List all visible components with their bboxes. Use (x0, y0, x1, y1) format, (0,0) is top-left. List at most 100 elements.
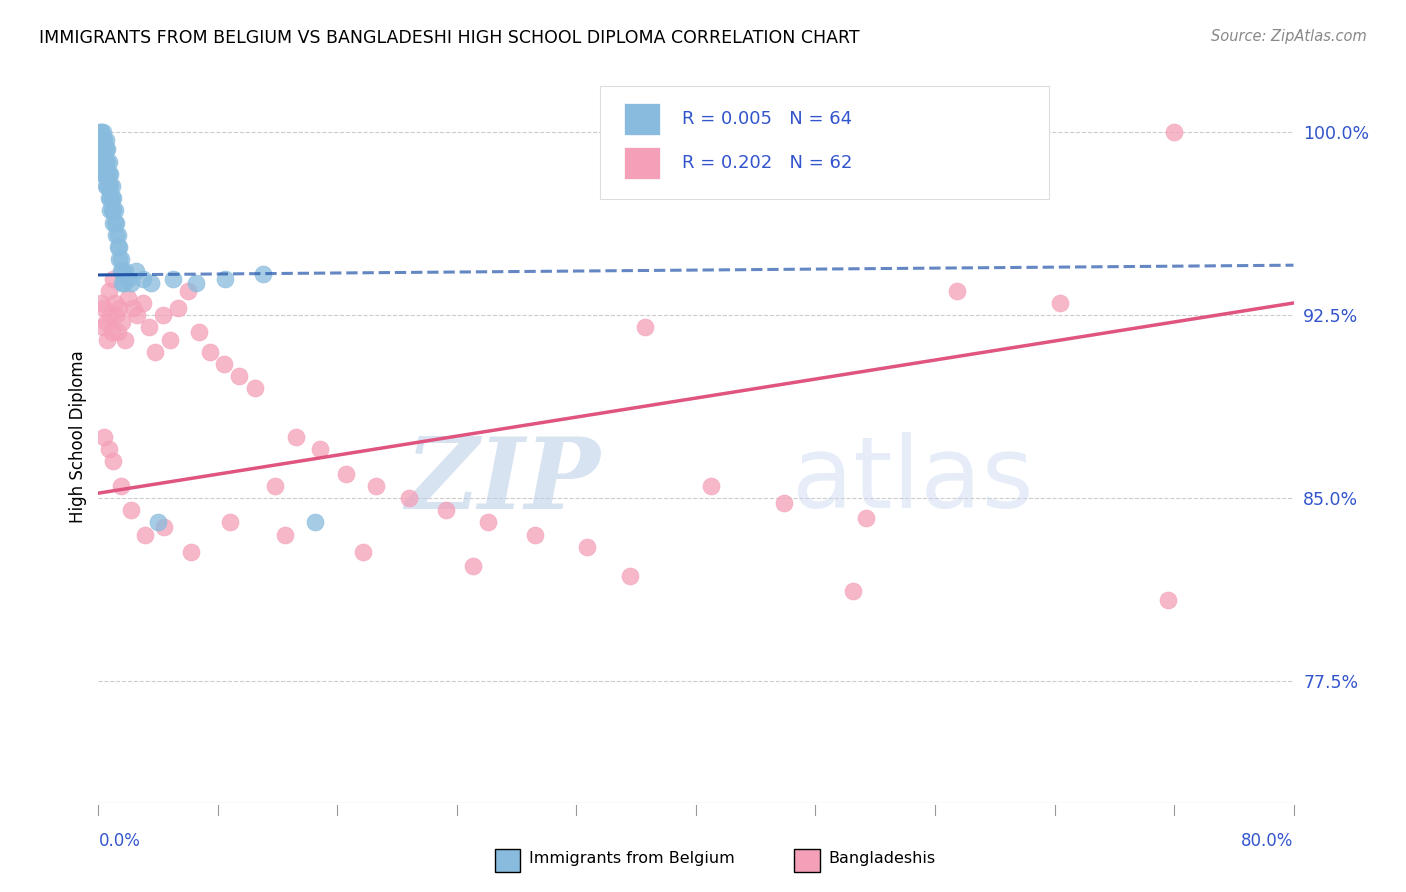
Point (94, 133, 117, 147)
Point (97, 191, 120, 205)
Point (94, 167, 117, 181)
Point (304, 516, 326, 530)
FancyBboxPatch shape (624, 103, 661, 135)
Point (101, 178, 124, 193)
Point (700, 479, 723, 493)
Point (94, 142, 117, 156)
Point (398, 491, 420, 505)
Point (91, 320, 114, 334)
Point (104, 296, 127, 310)
Point (96, 167, 118, 181)
Point (104, 215, 127, 229)
Point (132, 271, 155, 285)
Point (101, 325, 124, 339)
Point (91, 167, 114, 181)
Point (91, 133, 114, 147)
Point (93, 142, 115, 156)
Text: Bangladeshis: Bangladeshis (828, 852, 935, 866)
Point (138, 320, 160, 334)
Point (110, 479, 132, 493)
Point (89, 125, 111, 139)
Point (1157, 593, 1180, 607)
Point (107, 325, 129, 339)
Point (523, 527, 546, 541)
Point (93, 301, 115, 315)
Point (97, 167, 120, 181)
Point (228, 369, 250, 384)
Point (97, 284, 120, 298)
Point (97, 178, 120, 193)
Text: atlas: atlas (792, 433, 1033, 530)
Point (96, 333, 118, 347)
Point (96, 142, 118, 156)
Point (98, 167, 122, 181)
Point (110, 264, 132, 278)
Point (105, 227, 128, 242)
Point (93, 167, 115, 181)
Point (112, 277, 135, 291)
Point (117, 271, 139, 285)
Point (105, 308, 128, 322)
Point (89, 133, 111, 147)
Point (184, 277, 207, 291)
Point (104, 203, 127, 218)
Text: ZIP: ZIP (405, 433, 600, 529)
Point (219, 516, 242, 530)
Text: R = 0.202   N = 62: R = 0.202 N = 62 (682, 153, 852, 172)
Point (166, 301, 188, 315)
Point (252, 267, 274, 281)
Point (89, 142, 111, 156)
Point (94, 316, 117, 330)
Point (98, 203, 122, 218)
Point (366, 479, 388, 493)
Point (103, 191, 125, 205)
Point (90, 296, 112, 310)
Point (101, 203, 124, 218)
Point (91, 125, 114, 139)
Point (90, 125, 112, 139)
Point (127, 308, 149, 322)
Point (98, 191, 122, 205)
Point (94, 154, 117, 169)
Point (125, 264, 148, 278)
Point (90, 133, 112, 147)
Text: IMMIGRANTS FROM BELGIUM VS BANGLADESHI HIGH SCHOOL DIPLOMA CORRELATION CHART: IMMIGRANTS FROM BELGIUM VS BANGLADESHI H… (39, 29, 860, 46)
Point (90, 154, 112, 169)
Text: 0.0%: 0.0% (98, 832, 141, 850)
Point (180, 544, 202, 558)
Point (134, 527, 156, 541)
FancyBboxPatch shape (600, 86, 1049, 200)
Point (335, 467, 357, 481)
Point (308, 442, 330, 457)
Point (103, 215, 125, 229)
Point (132, 296, 155, 310)
Point (284, 430, 307, 444)
Point (114, 333, 136, 347)
Point (91, 142, 114, 156)
Point (575, 540, 598, 554)
Point (98, 308, 122, 322)
Point (96, 154, 118, 169)
Point (108, 301, 131, 315)
Point (842, 583, 865, 598)
Point (108, 252, 131, 266)
Point (139, 277, 162, 291)
Point (855, 510, 877, 524)
Y-axis label: High School Diploma: High School Diploma (69, 351, 87, 524)
Point (97, 442, 120, 457)
Point (143, 344, 166, 359)
Point (634, 320, 657, 334)
Point (200, 344, 222, 359)
Point (187, 325, 209, 339)
Point (148, 516, 170, 530)
Point (108, 240, 131, 254)
Point (93, 430, 115, 444)
Point (159, 333, 181, 347)
Point (107, 227, 129, 242)
Point (101, 191, 124, 205)
Point (96, 178, 118, 193)
FancyBboxPatch shape (624, 146, 661, 179)
Point (274, 527, 297, 541)
Point (105, 215, 128, 229)
Point (121, 301, 143, 315)
